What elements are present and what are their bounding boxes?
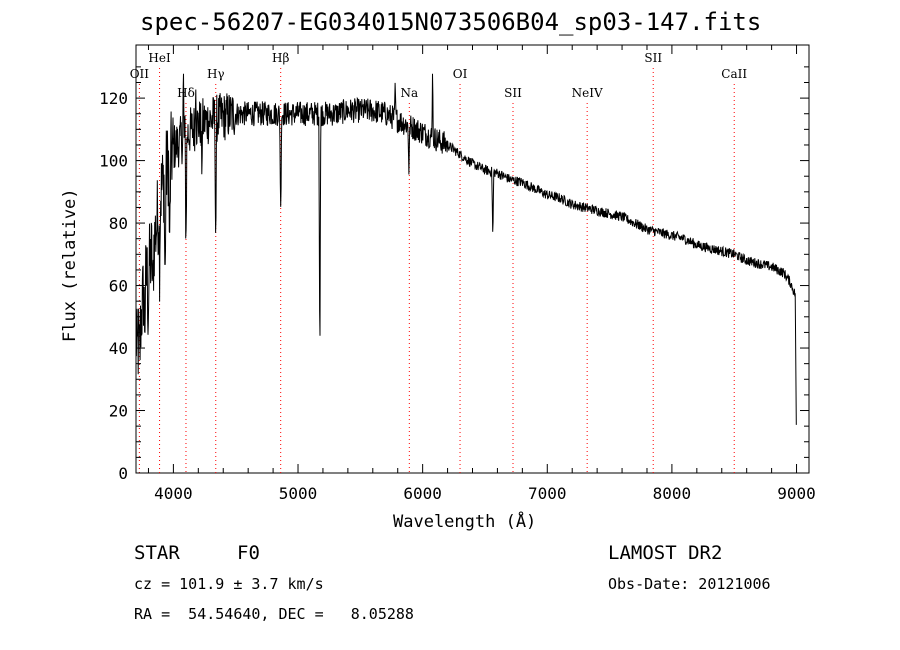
line-marker-label: Na — [400, 86, 418, 100]
x-tick-label: 5000 — [279, 484, 318, 503]
spectrum-line — [135, 73, 797, 425]
x-tick-label: 7000 — [528, 484, 567, 503]
line-marker-label: NeIV — [572, 86, 603, 100]
line-marker-label: Hγ — [207, 67, 225, 81]
x-tick-label: 8000 — [653, 484, 692, 503]
y-tick-label: 80 — [109, 214, 128, 233]
line-marker-label: HeI — [148, 51, 171, 65]
line-marker-label: OII — [130, 67, 150, 81]
x-tick-label: 4000 — [154, 484, 193, 503]
line-marker-label: CaII — [721, 67, 747, 81]
y-tick-label: 120 — [99, 89, 128, 108]
y-axis-label: Flux (relative) — [60, 188, 80, 342]
object-subclass: F0 — [237, 542, 260, 564]
y-tick-label: 40 — [109, 339, 128, 358]
x-tick-label: 6000 — [403, 484, 442, 503]
spectrum — [135, 73, 797, 425]
y-tick-label: 60 — [109, 277, 128, 296]
redshift-value: cz = 101.9 ± 3.7 km/s — [134, 575, 324, 593]
survey-name: LAMOST DR2 — [608, 542, 723, 564]
line-marker-label: SII — [644, 51, 662, 65]
y-tick-label: 100 — [99, 152, 128, 171]
chart-title: spec-56207-EG034015N073506B04_sp03-147.f… — [140, 8, 762, 36]
object-class: STAR — [134, 542, 180, 564]
coordinates: RA = 54.54640, DEC = 8.05288 — [134, 605, 414, 623]
y-tick-label: 20 — [109, 402, 128, 421]
line-marker-label: SII — [504, 86, 522, 100]
obs-date: Obs-Date: 20121006 — [608, 575, 771, 593]
line-marker-label: Hβ — [272, 51, 289, 65]
line-marker-label: Hδ — [177, 86, 195, 100]
x-tick-label: 9000 — [777, 484, 816, 503]
line-markers: OII HeI Hδ Hγ Hβ Na OI SII NeIV SII CaII — [130, 51, 747, 473]
x-axis-label: Wavelength (Å) — [393, 512, 537, 532]
axis-ticks: 4000 5000 6000 7000 8000 9000 0 20 40 60 80 100 120 — [99, 45, 816, 503]
line-marker-label: OI — [453, 67, 468, 81]
y-tick-label: 0 — [118, 464, 128, 483]
